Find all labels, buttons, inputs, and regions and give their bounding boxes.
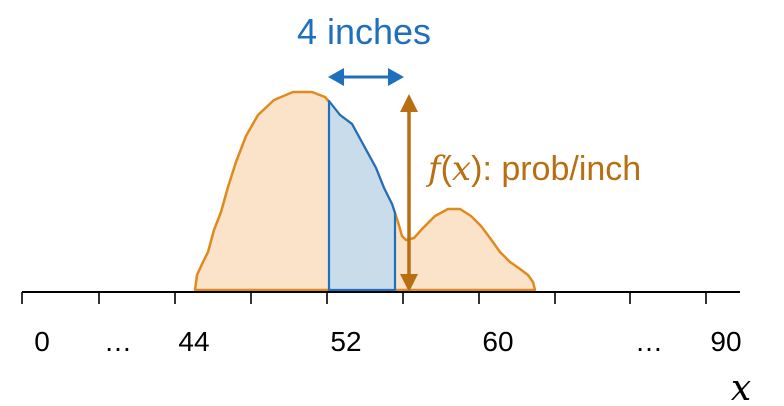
width-label: 4 inches xyxy=(297,11,431,52)
tick-label-ellipsis-right: … xyxy=(635,326,663,357)
arrowhead-up-icon xyxy=(400,94,418,112)
tick-label-52: 52 xyxy=(330,326,361,357)
density-unit-text: : prob/inch xyxy=(482,150,641,188)
shaded-interval-area xyxy=(327,99,397,292)
arrowhead-down-icon xyxy=(400,274,418,292)
density-variable: x xyxy=(452,149,471,189)
tick-label-44: 44 xyxy=(178,326,209,357)
density-close-paren: ) xyxy=(471,150,482,188)
x-axis-ticks xyxy=(21,292,707,304)
density-open-paren: ( xyxy=(441,150,453,188)
tick-label-ellipsis-left: … xyxy=(104,326,132,357)
tick-label-60: 60 xyxy=(482,326,513,357)
tick-label-0: 0 xyxy=(34,326,50,357)
arrowhead-right-icon xyxy=(388,68,404,86)
height-annotation: f(x): prob/inch xyxy=(400,94,641,292)
width-annotation: 4 inches xyxy=(297,11,431,86)
tick-label-90: 90 xyxy=(710,326,741,357)
x-axis-tick-labels: 0 … 44 52 60 … 90 xyxy=(34,326,741,357)
x-axis-variable-label: x xyxy=(731,368,751,406)
density-label: f(x): prob/inch xyxy=(425,149,641,189)
arrowhead-left-icon xyxy=(328,68,344,86)
